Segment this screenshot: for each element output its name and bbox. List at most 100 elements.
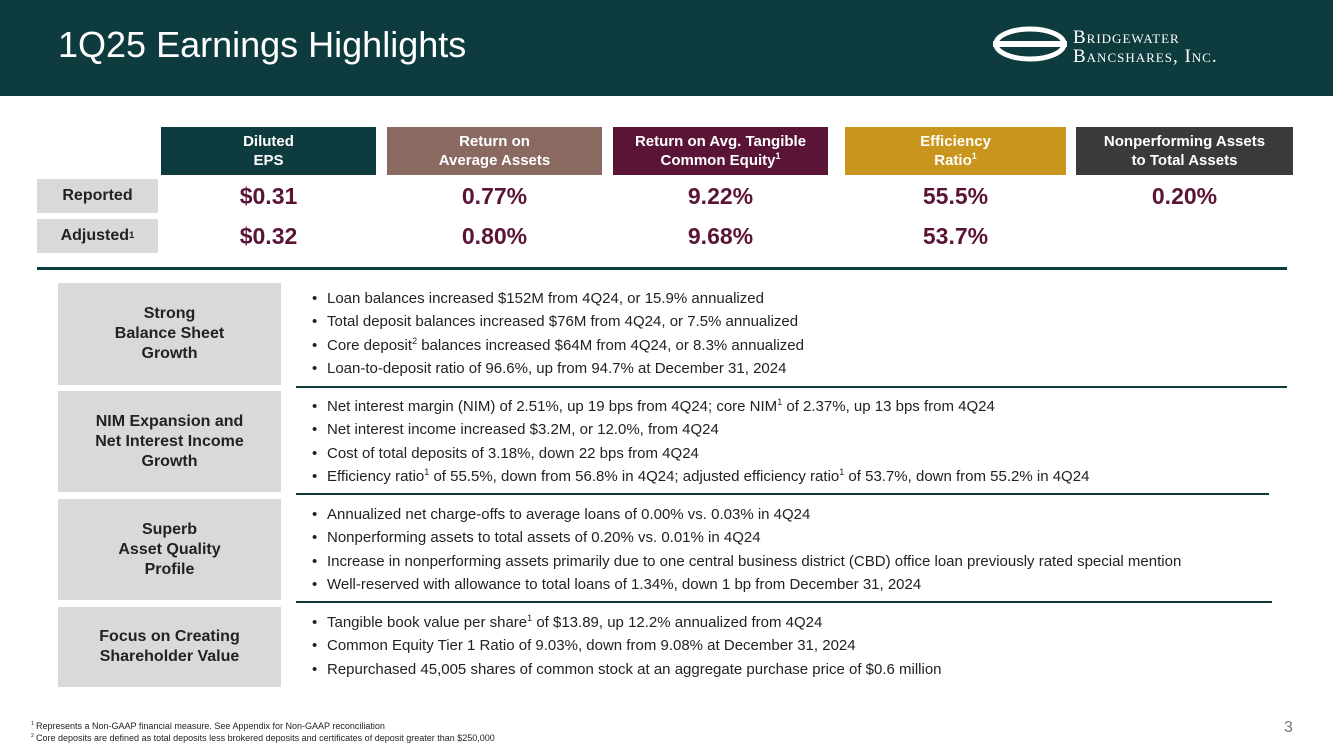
text-run: Loan balances increased $152M from 4Q24,… <box>327 290 764 307</box>
superscript: 1 <box>777 397 783 407</box>
text-run: Increase in nonperforming assets primari… <box>327 552 1182 570</box>
label-line: Growth <box>141 452 198 470</box>
superscript: 2 <box>412 335 418 346</box>
text-run: of 55.5%, down from 56.8% in 4Q24; adjus… <box>429 467 840 485</box>
section-label: Strong Balance Sheet Growth <box>58 283 281 385</box>
text-run: Nonperforming assets to total assets of … <box>327 529 761 547</box>
bullet-dot: • <box>312 313 318 331</box>
text-run: Return on <box>459 133 530 150</box>
text-run: Annualized net charge-offs to average lo… <box>327 506 811 523</box>
bullet-dot: • <box>312 552 318 570</box>
bullet-dot: • <box>312 336 318 354</box>
metric-value: 0.77% <box>461 183 528 209</box>
bullet-dot: • <box>312 421 318 439</box>
metric-value: 9.22% <box>687 183 754 209</box>
bullet: • Repurchased 45,005 shares of common sto… <box>312 661 942 678</box>
text-run: Efficiency <box>920 133 991 150</box>
section-label: Focus on Creating Shareholder Value <box>58 607 281 687</box>
label-line: NIM Expansion and <box>95 412 244 430</box>
header-line: Common Equity1 <box>613 151 828 170</box>
header-line: Diluted <box>161 132 376 151</box>
label-line: Balance Sheet <box>114 325 225 342</box>
metric-header: Return on Average Assets <box>387 127 602 175</box>
bullet-dot: • <box>312 290 318 307</box>
row-label: Adjusted 1 <box>37 219 158 253</box>
bullet-dot: • <box>312 660 318 678</box>
section-label: Superb Asset Quality Profile <box>58 499 281 600</box>
superscript: 1 <box>775 151 781 161</box>
footnote-mark: 2 <box>31 733 34 739</box>
label-line: Superb <box>141 520 198 538</box>
text-run: Net interest margin (NIM) of 2.51%, up 1… <box>327 398 778 415</box>
text-run: Average Assets <box>438 152 551 169</box>
text-run: of $13.89, up 12.2% annualized from 4Q24 <box>532 614 823 631</box>
header-line: Return on Avg. Tangible <box>613 132 828 151</box>
text-run: Common Equity <box>660 152 776 169</box>
footnote: 2 Core deposits are defined as total depo… <box>31 733 495 743</box>
text-run: Common Equity Tier 1 Ratio of 9.03%, dow… <box>327 637 856 655</box>
text-run: of 2.37%, up 13 bps from 4Q24 <box>782 398 995 415</box>
metric-header: Efficiency Ratio1 <box>845 127 1066 175</box>
bullet-dot: • <box>312 529 318 547</box>
metric-value: 0.80% <box>461 223 528 249</box>
text-run: Tangible book value per share <box>327 614 528 631</box>
metric-value: 55.5% <box>922 183 989 209</box>
text-run: Loan-to-deposit ratio of 96.6%, up from … <box>327 359 787 377</box>
bullet: • Total deposit balances increased $76M f… <box>312 313 798 330</box>
logo-icon <box>993 26 1067 62</box>
text-run: Net interest income increased $3.2M, or … <box>327 421 719 439</box>
text-run: Ratio <box>934 152 972 169</box>
page-number: 3 <box>1284 719 1293 736</box>
footnote: 1 Represents a Non-GAAP financial measure… <box>31 721 385 731</box>
metric-value: 53.7% <box>922 223 989 249</box>
bullet: • Increase in nonperforming assets primar… <box>312 553 1181 570</box>
text-run: Repurchased 45,005 shares of common stoc… <box>327 660 942 678</box>
header-line: Nonperforming Assets <box>1076 132 1293 151</box>
label-line: Asset Quality <box>118 540 221 558</box>
bullet: • Well-reserved with allowance to total l… <box>312 576 921 593</box>
divider <box>37 267 1287 270</box>
header-line: EPS <box>161 151 376 170</box>
metric-value: 0.20% <box>1151 183 1218 209</box>
label-line: Shareholder Value <box>99 648 240 665</box>
bullet: • Cost of total deposits of 3.18%, down 2… <box>312 445 699 462</box>
superscript: 1 <box>839 466 845 477</box>
bullet: • Common Equity Tier 1 Ratio of 9.03%, do… <box>312 637 856 654</box>
text-run: Diluted <box>243 133 294 150</box>
header-line: Return on <box>387 132 602 151</box>
header-band <box>0 0 1333 96</box>
header-line: Efficiency <box>845 132 1066 151</box>
footnote-text: Represents a Non-GAAP financial measure.… <box>36 721 385 731</box>
text-run: of 53.7%, down from 55.2% in 4Q24 <box>844 467 1090 485</box>
bullet: • Net interest margin (NIM) of 2.51%, up … <box>312 397 995 416</box>
bullet-dot: • <box>312 467 318 485</box>
label-line: Focus on Creating <box>99 628 240 645</box>
bullet-dot: • <box>312 614 318 631</box>
text-run: Reported <box>62 187 133 204</box>
bullet: • Loan-to-deposit ratio of 96.6%, up from… <box>312 360 786 377</box>
text-run: Total deposit balances increased $76M fr… <box>327 313 799 331</box>
metric-value: $0.32 <box>239 223 298 249</box>
label-line: Growth <box>141 345 198 362</box>
text-run: Nonperforming Assets <box>1103 133 1266 150</box>
text-run: Cost of total deposits of 3.18%, down 22… <box>327 444 699 462</box>
bullet-dot: • <box>312 444 318 462</box>
metric-header: Diluted EPS <box>161 127 376 175</box>
text-run: Efficiency ratio <box>327 467 425 485</box>
label-line: Net Interest Income <box>95 432 244 450</box>
metric-header: Return on Avg. Tangible Common Equity1 <box>613 127 828 175</box>
bullet-dot: • <box>312 506 318 523</box>
text-run: Well-reserved with allowance to total lo… <box>327 575 922 593</box>
superscript: 1 <box>424 466 430 477</box>
header-line: Average Assets <box>387 151 602 170</box>
metric-value: $0.31 <box>239 183 298 209</box>
section-divider <box>296 601 1272 603</box>
bullet: • Annualized net charge-offs to average l… <box>312 506 810 523</box>
header-line: to Total Assets <box>1076 151 1293 170</box>
bullet: • Nonperforming assets to total assets of… <box>312 529 761 546</box>
text-run: balances increased $64M from 4Q24, or 8.… <box>417 336 804 354</box>
section-divider <box>296 386 1287 388</box>
logo-line: Bridgewater <box>1073 27 1180 48</box>
label-line: Strong <box>143 305 196 322</box>
